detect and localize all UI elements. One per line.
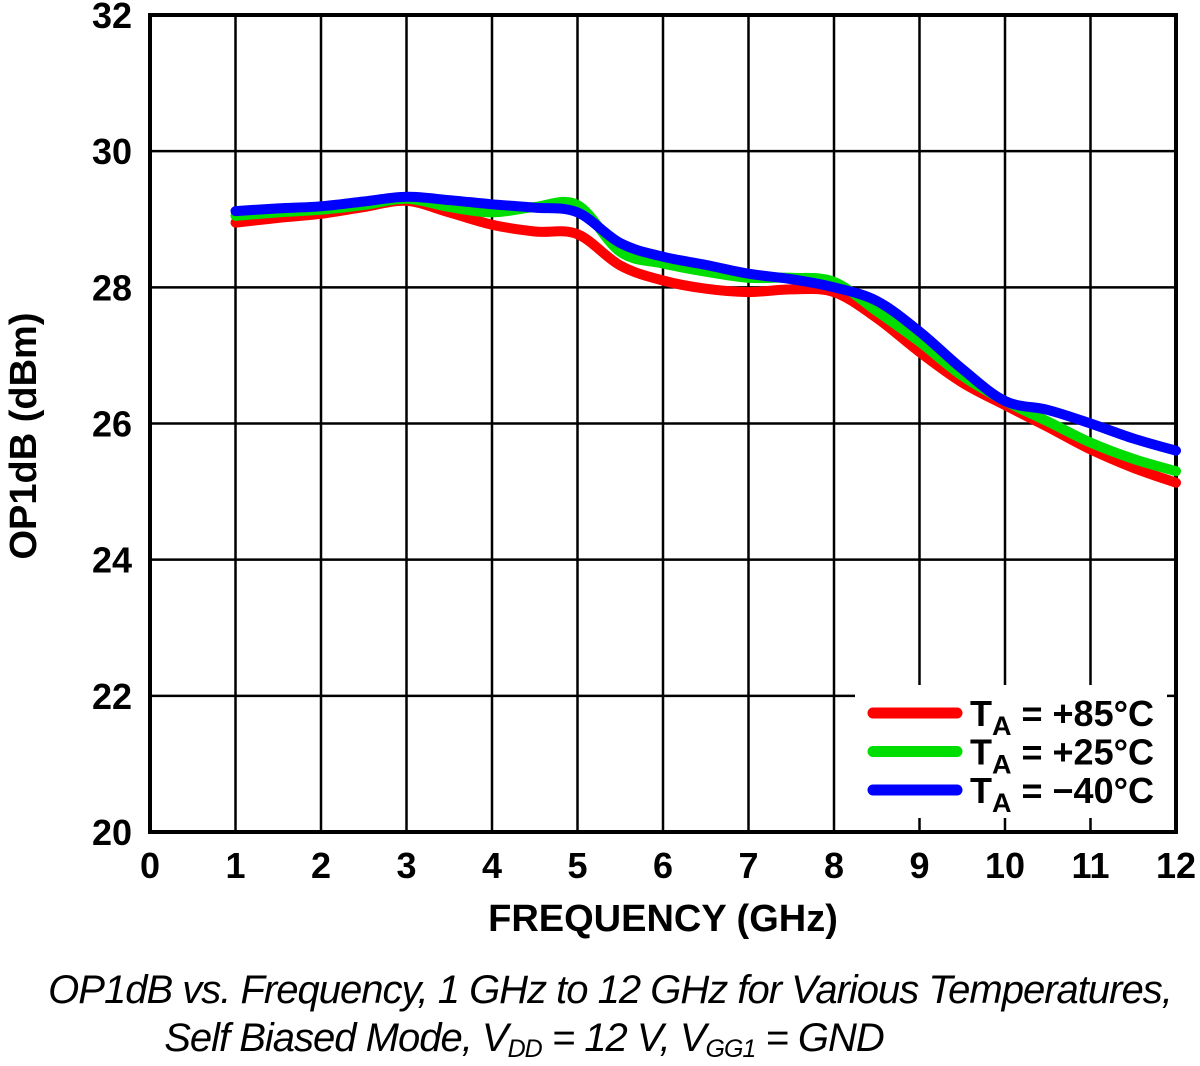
caption-text-2c: = GND <box>755 1016 884 1060</box>
x-tick-label-6: 6 <box>653 845 673 886</box>
caption-text-2b: = 12 V, V <box>541 1016 707 1060</box>
y-tick-label-26: 26 <box>92 404 132 445</box>
x-tick-label-5: 5 <box>567 845 587 886</box>
x-tick-label-9: 9 <box>909 845 929 886</box>
caption-line-1: OP1dB vs. Frequency, 1 GHz to 12 GHz for… <box>48 968 1173 1013</box>
caption-text-2a: Self Biased Mode, V <box>164 1016 508 1060</box>
y-tick-label-28: 28 <box>92 267 132 308</box>
x-tick-label-2: 2 <box>311 845 331 886</box>
y-tick-label-20: 20 <box>92 812 132 853</box>
caption-sub-vdd: DD <box>507 1034 543 1063</box>
caption-line-2: Self Biased Mode, VDD = 12 V, VGG1 = GND <box>164 1016 885 1063</box>
caption-sub-vgg1: GG1 <box>705 1034 757 1063</box>
y-tick-label-30: 30 <box>92 131 132 172</box>
y-axis-title: OP1dB (dBm) <box>3 313 45 560</box>
x-tick-label-7: 7 <box>738 845 758 886</box>
caption-text-1: OP1dB vs. Frequency, 1 GHz to 12 GHz for… <box>48 968 1173 1012</box>
legend-label-ta-plus-25c: TA = +25°C <box>970 732 1154 780</box>
legend-label-ta-plus-85c: TA = +85°C <box>970 693 1154 741</box>
x-tick-label-0: 0 <box>140 845 160 886</box>
x-tick-label-8: 8 <box>824 845 844 886</box>
x-tick-label-3: 3 <box>396 845 416 886</box>
curve-ta-plus-25c <box>230 193 1181 477</box>
y-tick-label-32: 32 <box>92 0 132 36</box>
x-axis-title: FREQUENCY (GHz) <box>488 898 838 940</box>
legend-label-ta-minus-40c: TA = −40°C <box>970 770 1154 818</box>
x-tick-label-1: 1 <box>225 845 245 886</box>
x-tick-label-11: 11 <box>1071 845 1109 886</box>
curve-ta-minus-40c <box>230 191 1181 456</box>
x-tick-label-4: 4 <box>482 845 502 886</box>
x-tick-label-12: 12 <box>1156 845 1196 886</box>
y-tick-label-22: 22 <box>92 676 132 717</box>
x-tick-label-10: 10 <box>985 845 1025 886</box>
plot-border <box>148 13 1178 834</box>
curve-ta-plus-85c <box>230 195 1181 488</box>
y-tick-label-24: 24 <box>92 540 132 581</box>
